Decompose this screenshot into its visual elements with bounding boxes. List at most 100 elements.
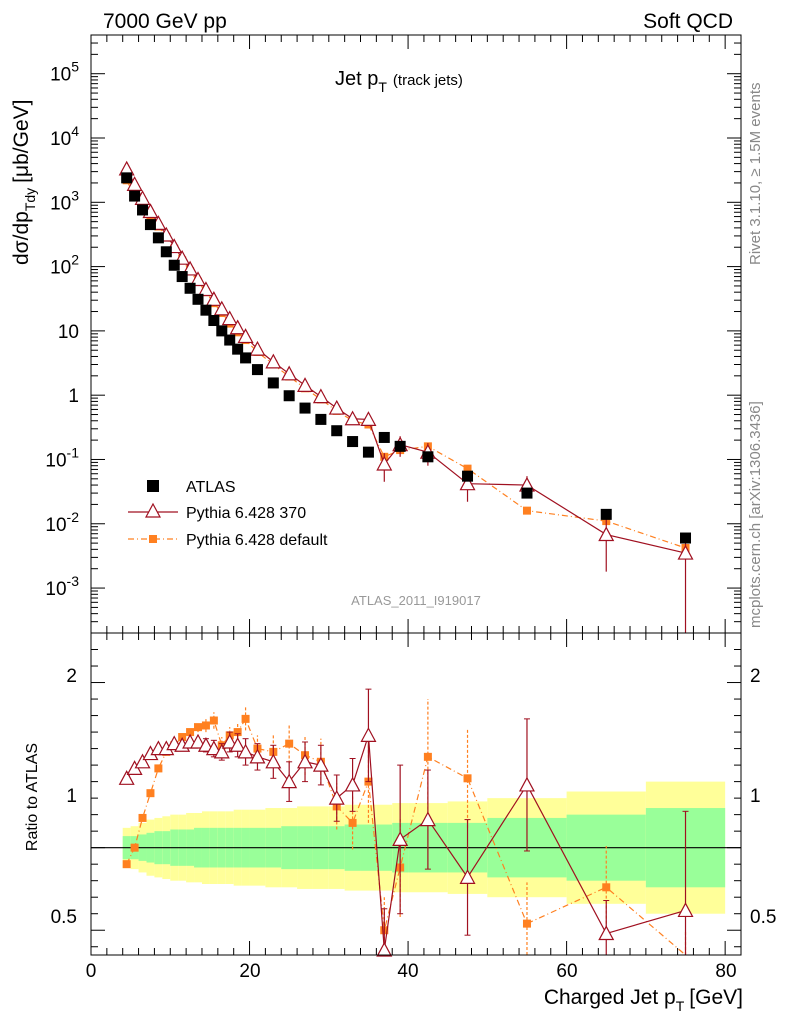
ratio-pythia370-point <box>376 941 393 957</box>
atlas-point <box>462 470 474 482</box>
main-y-tick-base: 10 <box>50 65 71 86</box>
ratio-tick-label-2: 2 <box>66 666 77 687</box>
rivet-label: Rivet 3.1.10, ≥ 1.5M events <box>747 83 764 266</box>
ratio-pythiadefault-point <box>233 728 242 737</box>
atlas-point <box>267 377 279 389</box>
atlas-point <box>176 271 188 283</box>
main-y-tick-base: 10 <box>45 515 66 536</box>
main-y-tick-exp: 4 <box>71 123 79 139</box>
atlas-point <box>160 246 172 258</box>
main-y-label-main: dσ/dp <box>10 211 33 265</box>
ratio-pythia370-point <box>281 773 298 789</box>
main-y-tick-label: 104 <box>50 123 79 150</box>
main-y-tick-exp: 5 <box>71 59 79 75</box>
ratio-pythia370-point <box>249 748 266 764</box>
ratio-pythia370-point <box>197 737 214 752</box>
ratio-pythia370-point <box>221 733 238 749</box>
ratio-pythiadefault-point <box>122 860 131 869</box>
x-tick-label-20: 20 <box>239 961 260 982</box>
main-y-tick-base: 10 <box>45 450 66 471</box>
atlas-point <box>680 532 692 544</box>
pythia370-point <box>281 365 298 381</box>
x-tick-label-60: 60 <box>556 961 577 982</box>
atlas-point <box>208 315 220 327</box>
atlas-point <box>129 190 141 202</box>
ratio-pythiadefault-point <box>522 919 531 928</box>
x-tick-label-80: 80 <box>715 961 736 982</box>
ratio-series-group <box>118 688 694 957</box>
pythia370-point <box>360 411 377 427</box>
ratio-pythiadefault-point <box>201 721 210 730</box>
main-series-group <box>118 160 694 633</box>
plot-title-note: (track jets) <box>393 72 463 89</box>
pythia370-point <box>297 377 314 392</box>
ratio-y-label: Ratio to ATLAS <box>24 743 41 851</box>
pythia370-point <box>249 340 266 356</box>
atlas-point <box>192 293 204 305</box>
ratio-pythia370-point <box>459 869 476 884</box>
main-y-label-sub: Tdy <box>22 188 38 211</box>
atlas-point <box>137 204 149 216</box>
ratio-pythiadefault-point <box>423 752 432 761</box>
main-y-tick-base: 10 <box>50 129 71 150</box>
legend: ATLAS Pythia 6.428 370 Pythia 6.428 defa… <box>128 479 328 549</box>
ratio-pythia370-point <box>312 756 329 772</box>
legend-marker-pythia370 <box>144 502 162 518</box>
ratio-pythiadefault-point <box>194 723 203 732</box>
atlas-point <box>378 431 390 443</box>
legend-label-atlas: ATLAS <box>186 479 236 496</box>
pythia370-point <box>126 176 143 191</box>
ratio-pythia370-point <box>598 925 615 941</box>
ratio-pythia370-point <box>229 737 246 752</box>
atlas-point <box>362 446 374 458</box>
ratio-pythia370-point <box>190 733 207 749</box>
ratio-pythia370-point <box>677 902 694 918</box>
ratio-pythia370-point <box>392 831 409 847</box>
ratio-pythiadefault-point <box>130 843 139 852</box>
ratio-pythia370-point <box>297 753 314 769</box>
pythia370-point <box>677 544 694 560</box>
ratio-plot-frame <box>90 632 742 956</box>
ratio-pythiadefault-point <box>463 774 472 783</box>
main-y-tick-label: 103 <box>50 187 79 214</box>
atlas-point <box>224 334 236 346</box>
main-y-tick-exp: -2 <box>67 509 80 525</box>
main-y-tick-base: 10 <box>50 193 71 214</box>
pythia370-point <box>312 388 329 404</box>
main-y-tick-label: 10 <box>58 322 79 343</box>
atlas-point <box>422 451 434 463</box>
ratio-pythiadefault-point <box>241 714 250 723</box>
ratio-axes <box>90 633 741 955</box>
pythia370-point <box>229 319 246 335</box>
plot-title-sub: T <box>378 79 387 95</box>
ratio-pythia370-point <box>205 740 222 756</box>
ratio-pythia370-point <box>419 811 436 827</box>
atlas-point <box>200 304 212 316</box>
x-axis-label-unit: [GeV] <box>689 986 743 1009</box>
main-y-tick-base: 10 <box>45 579 66 600</box>
analysis-label: ATLAS_2011_I919017 <box>351 593 481 608</box>
pythia370-point <box>197 281 214 297</box>
main-y-tick-label: 10-2 <box>45 509 79 536</box>
pythia370-point <box>205 291 222 306</box>
atlas-point <box>394 440 406 452</box>
pythia370-point <box>265 353 282 369</box>
ratio-pythiadefault-point <box>348 818 357 827</box>
atlas-point <box>152 232 164 244</box>
atlas-point <box>168 259 180 271</box>
pythiadefault-point <box>463 464 472 473</box>
main-y-tick-label: 102 <box>50 252 79 279</box>
x-tick-label-0: 0 <box>86 961 97 982</box>
main-y-label: dσ/dpTdy [μb/GeV] <box>10 100 38 266</box>
main-y-tick-base: 10 <box>50 258 71 279</box>
main-y-tick-exp: 2 <box>71 252 79 268</box>
pythiadefault-point <box>522 506 531 515</box>
pythia370-point <box>221 310 238 326</box>
ratio-tick-label-right-0: 0.5 <box>750 907 776 928</box>
pythia370-point <box>213 300 230 316</box>
atlas-point <box>232 343 244 355</box>
header-right: Soft QCD <box>643 10 733 33</box>
pythia370-point <box>237 328 254 344</box>
x-axis-label-main: Charged Jet p <box>544 986 676 1009</box>
ratio-pythia370-point <box>344 776 361 792</box>
